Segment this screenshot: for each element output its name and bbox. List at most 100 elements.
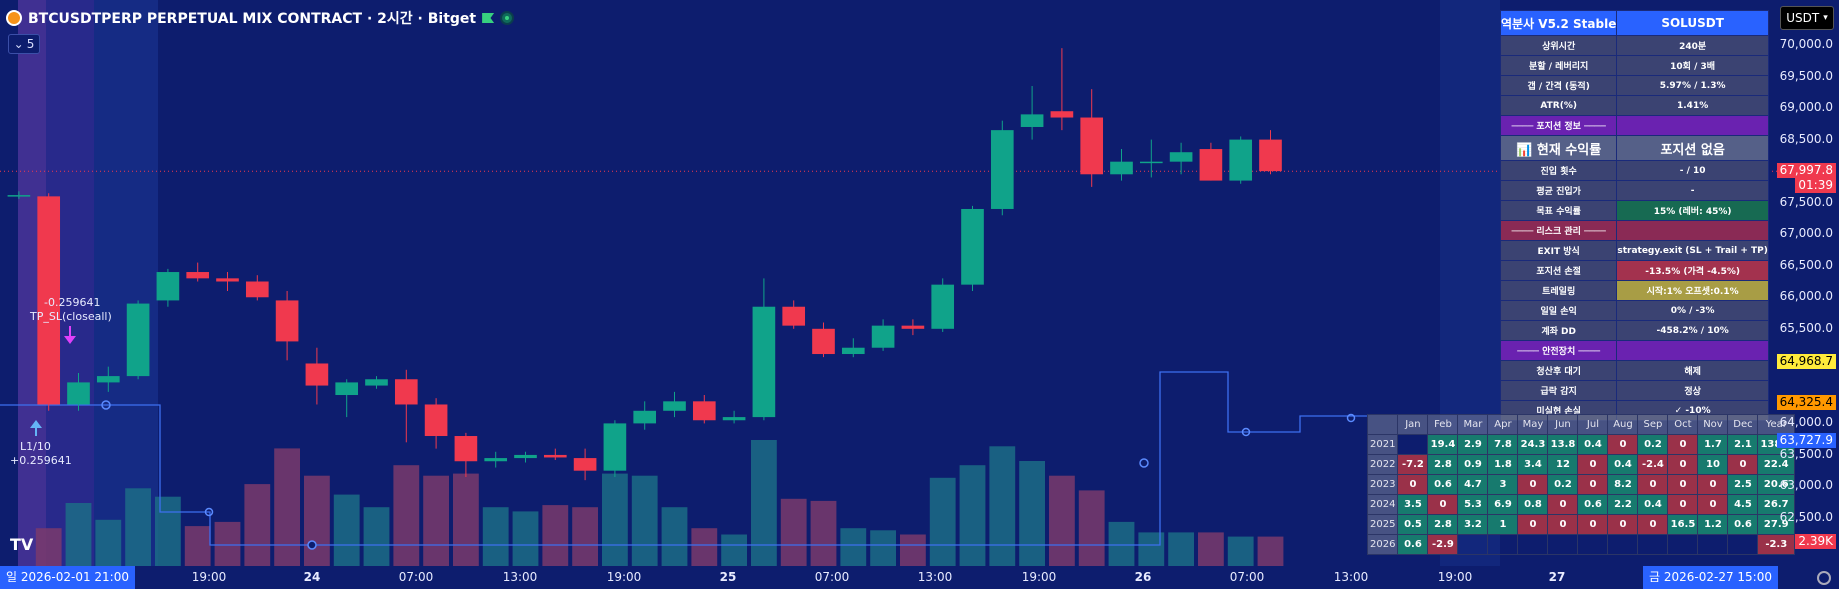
section-header: ──── 안전장치 ──── [1499,340,1618,361]
candle-body [156,272,180,301]
candle-body [1259,139,1282,172]
month-header: Year [1757,414,1796,435]
currency-selector[interactable]: USDT ▾ [1780,6,1834,30]
market-status-icon[interactable] [500,11,515,25]
info-key: 일일 손익 [1499,300,1618,321]
currency-label: USDT [1786,11,1820,25]
volume-bar [840,528,867,566]
monthly-return-cell: 0 [1517,474,1549,495]
volume-bar [95,519,122,566]
entry-marker [1139,458,1149,468]
candle-body [871,325,895,348]
candle-body [1050,111,1074,118]
candle-body [216,278,239,282]
entry-marker [204,507,214,517]
section-header: ──── 포지션 정보 ──── [1499,115,1618,136]
monthly-return-cell: 4.7 [1457,474,1489,495]
pnl-value: 포지션 없음 [1616,135,1769,161]
month-header: Dec [1727,414,1759,435]
time-axis-label: 07:00 [398,570,434,584]
monthly-return-cell: -2.3 [1757,534,1796,555]
section-header-fill [1616,220,1769,241]
monthly-return-cell [1577,534,1609,555]
candle-body [1139,161,1163,164]
info-key: EXIT 방식 [1499,240,1618,261]
volume-bar [393,465,420,566]
info-key: 갭 / 간격 (동적) [1499,75,1618,96]
candle-body [514,454,537,459]
info-value: 5.97% / 1.3% [1616,75,1769,96]
volume-bar [661,507,688,566]
section-header-fill [1616,340,1769,361]
symbol-header[interactable]: BTCUSDTPERP PERPETUAL MIX CONTRACT · 2시간… [6,7,515,29]
time-axis-label: 13:00 [502,570,538,584]
monthly-return-cell [1487,534,1519,555]
month-header: Sep [1637,414,1669,435]
candle-body [722,417,746,421]
monthly-return-cell: 6.9 [1487,494,1519,515]
volume-bar [1227,536,1254,566]
candle-body [245,281,269,298]
monthly-return-cell: -2.9 [1427,534,1459,555]
candle-body [7,195,31,197]
volume-bar [602,473,628,566]
candle-body [990,130,1014,209]
monthly-return-cell: 3 [1487,474,1519,495]
monthly-return-cell: 27.9 [1757,514,1796,535]
volume-bar [274,448,300,566]
monthly-return-cell: 24.3 [1517,434,1549,455]
time-axis-label: 26 [1134,570,1152,584]
monthly-return-cell: 0.6 [1397,534,1429,555]
monthly-return-cell: 10 [1697,454,1729,475]
flag-icon[interactable] [482,13,495,23]
monthly-return-cell [1697,534,1729,555]
info-value: 시작:1% 오프셋:0.1% [1616,280,1769,301]
candle-body [186,272,210,279]
indicators-toggle-button[interactable]: ⌄ 5 [8,34,40,54]
bitcoin-coin-icon [6,10,22,26]
volume-bar [304,475,330,566]
volume-bar [1078,490,1105,566]
price-tag: 64,325.4 [1776,394,1836,410]
info-key: 분할 / 레버리지 [1499,55,1618,76]
monthly-return-cell: 22.4 [1757,454,1796,475]
info-value: 1.41% [1616,95,1769,116]
month-header [1366,414,1399,435]
price-axis-label: 69,000.0 [1779,100,1833,115]
volume-bar [1198,532,1224,566]
volume-bar [512,511,539,566]
month-header: Apr [1487,414,1519,435]
volume-bar [780,498,807,566]
time-axis-label: 13:00 [1333,570,1369,584]
info-key: 청산후 대기 [1499,360,1618,381]
volume-bar [721,534,747,566]
info-key: 진입 횟수 [1499,160,1618,181]
candle-body [692,401,716,421]
monthly-return-cell: 2.1 [1727,434,1759,455]
info-value: 240분 [1616,35,1769,56]
volume-bar [1168,532,1194,566]
price-tag: 63,727.9 [1776,432,1836,448]
candle-body [752,306,776,418]
monthly-return-cell: 0.4 [1637,494,1669,515]
year-label: 2025 [1366,514,1399,535]
candle-body [67,382,90,405]
month-header: Nov [1697,414,1729,435]
candle-body [901,325,925,329]
monthly-return-cell: 0 [1607,434,1639,455]
volume-bar [810,500,837,566]
average-line [0,371,1367,546]
volume-bar [155,496,181,566]
monthly-return-cell: 1.7 [1697,434,1729,455]
month-header: Oct [1667,414,1699,435]
monthly-returns-table: Jan Feb Mar Apr May Jun Jul Aug Sep Oct Nov Dec Year… [1366,414,1796,555]
month-header: Aug [1607,414,1639,435]
monthly-return-cell: 3.5 [1397,494,1429,515]
info-value: - / 10 [1616,160,1769,181]
monthly-return-cell [1607,534,1639,555]
volume-bar [989,446,1016,566]
settings-gear-icon[interactable] [1817,571,1831,585]
candle-body [931,284,955,329]
